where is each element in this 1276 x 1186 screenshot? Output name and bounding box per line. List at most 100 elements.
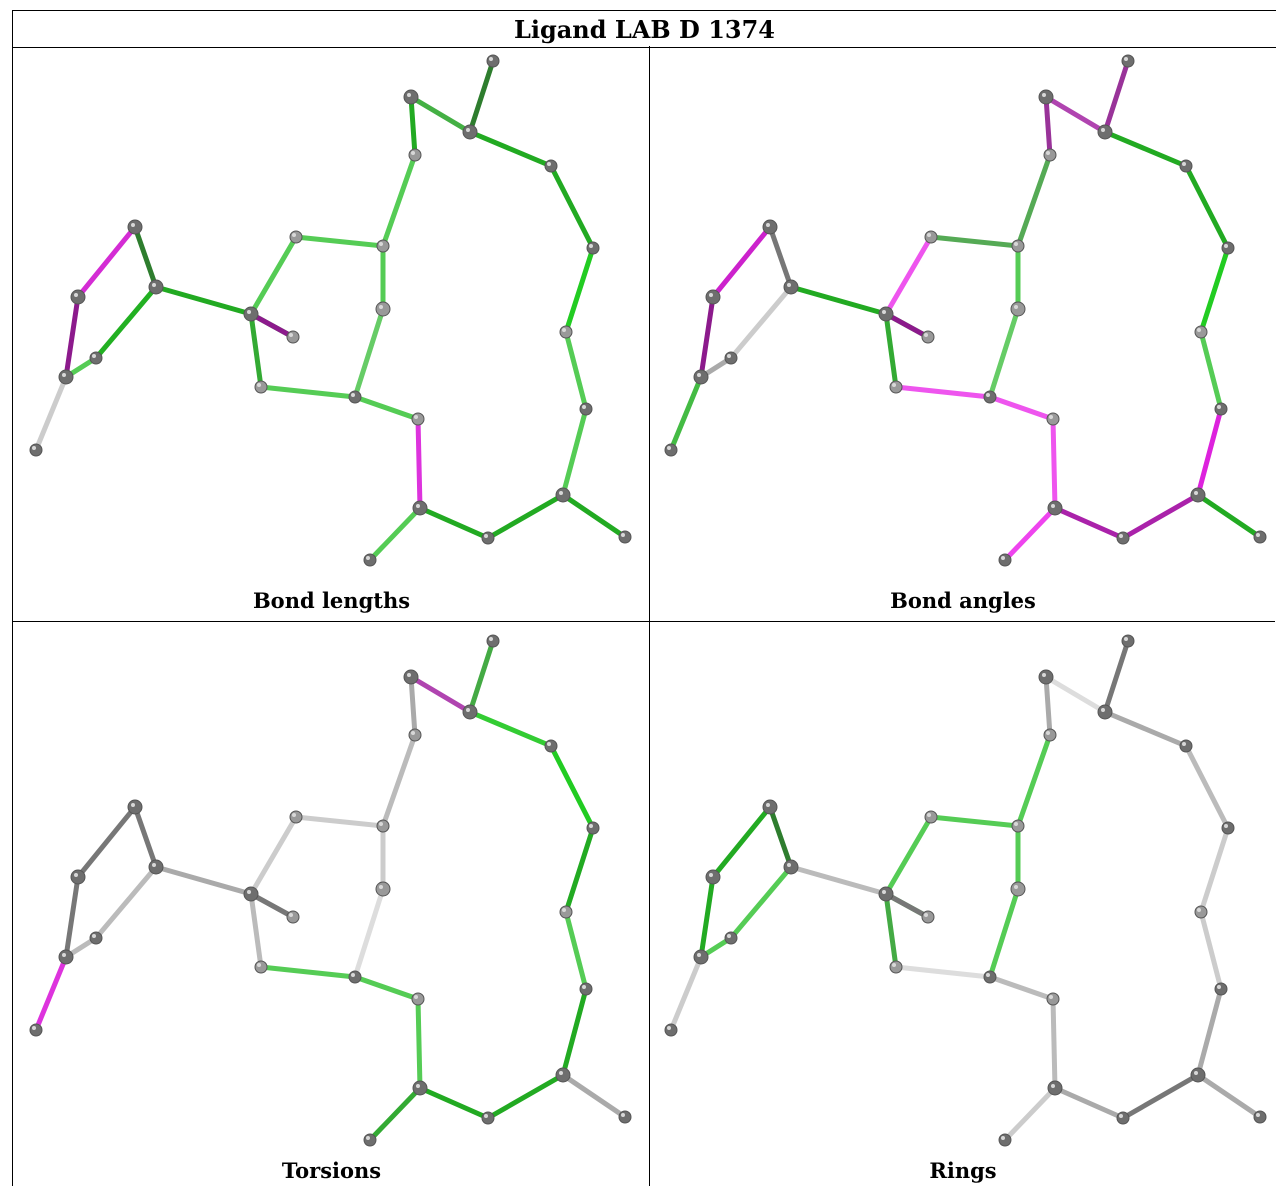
bond-20 [1102, 638, 1131, 715]
atom-26 [998, 1133, 1012, 1147]
bond-7 [248, 234, 299, 317]
bond-29 [560, 492, 628, 540]
atom-25 [481, 531, 495, 545]
atom-highlight-24 [1256, 1113, 1260, 1117]
atom-highlight-11 [882, 890, 886, 894]
bond-6 [33, 954, 69, 1033]
atom-highlight-6 [1014, 242, 1018, 246]
atom-5 [586, 241, 600, 255]
atom-21 [1046, 992, 1060, 1006]
atom-highlight-18 [986, 973, 990, 977]
atom-17 [889, 380, 903, 394]
atom-highlight-23 [1194, 491, 1198, 495]
bond-22 [548, 163, 596, 251]
atom-24 [1253, 1110, 1267, 1124]
atom-highlight-8 [131, 223, 135, 227]
atom-24 [618, 530, 632, 544]
atom-highlight-22 [416, 504, 420, 508]
atom-16 [89, 931, 103, 945]
atom-highlight-7 [292, 233, 296, 237]
atom-highlight-22 [1051, 1084, 1055, 1088]
atom-highlight-5 [1224, 824, 1228, 828]
atom-highlight-13 [1197, 908, 1201, 912]
bond-29 [560, 1072, 628, 1120]
bond-11 [883, 891, 899, 970]
atom-3 [1179, 739, 1193, 753]
atom-22 [412, 500, 428, 516]
atom-16 [89, 351, 103, 365]
atom-highlight-9 [787, 283, 791, 287]
atom-highlight-19 [1217, 985, 1221, 989]
atom-20 [29, 1023, 43, 1037]
panel-torsions: Torsions [13, 622, 649, 1186]
bond-21 [1102, 709, 1189, 749]
atom-15 [693, 369, 709, 385]
atom-17 [254, 960, 268, 974]
bond-15 [258, 384, 358, 400]
atom-highlight-16 [727, 354, 731, 358]
atom-highlight-17 [892, 383, 896, 387]
atom-highlight-7 [927, 813, 931, 817]
atom-highlight-15 [62, 953, 66, 957]
bond-7 [248, 814, 299, 897]
atom-highlight-10 [709, 873, 713, 877]
atom-highlight-1 [407, 673, 411, 677]
atom-highlight-19 [582, 405, 586, 409]
bond-14 [987, 306, 1021, 400]
atom-highlight-4 [411, 151, 415, 155]
bond-17 [1050, 416, 1058, 511]
atom-11 [878, 306, 894, 322]
atom-14 [1010, 881, 1026, 897]
bond-14 [987, 886, 1021, 980]
atom-highlight-3 [547, 162, 551, 166]
bond-17 [415, 996, 423, 1091]
atom-highlight-15 [697, 953, 701, 957]
atom-highlight-24 [1256, 533, 1260, 537]
atom-5 [1221, 821, 1235, 835]
bond-1 [132, 804, 159, 870]
bond-26 [1120, 492, 1201, 541]
atom-25 [1116, 1111, 1130, 1125]
atom-5 [586, 821, 600, 835]
bond-15 [893, 964, 993, 980]
atom-highlight-8 [766, 223, 770, 227]
atom-15 [58, 369, 74, 385]
bond-19 [408, 674, 473, 715]
atom-3 [544, 159, 558, 173]
atom-highlight-19 [1217, 405, 1221, 409]
bond-23 [1198, 825, 1231, 915]
panel-caption: Bond angles [890, 588, 1036, 613]
atom-4 [1043, 148, 1057, 162]
atom-highlight-2 [466, 708, 470, 712]
atom-highlight-16 [92, 934, 96, 938]
atom-9 [148, 279, 164, 295]
bond-28 [1002, 1085, 1058, 1143]
bond-1 [767, 224, 794, 290]
bond-26 [1120, 1072, 1201, 1121]
atom-23 [555, 1067, 571, 1083]
atom-highlight-17 [257, 383, 261, 387]
atom-highlight-21 [414, 415, 418, 419]
atom-highlight-1 [407, 93, 411, 97]
atom-highlight-23 [559, 1071, 563, 1075]
atom-7 [924, 810, 938, 824]
bond-10 [248, 891, 296, 920]
bond-28 [367, 505, 423, 563]
atom-highlight-4 [411, 731, 415, 735]
atom-6 [376, 239, 390, 253]
atom-highlight-2 [466, 128, 470, 132]
bond-20 [467, 638, 496, 715]
atom-10 [705, 869, 721, 885]
atom-20 [664, 443, 678, 457]
bond-24 [1198, 329, 1224, 412]
bond-7 [883, 814, 934, 897]
bond-0 [710, 804, 773, 880]
atom-highlight-4 [1046, 151, 1050, 155]
atom-1 [403, 669, 419, 685]
atom-10 [70, 289, 86, 305]
bond-27 [417, 505, 491, 541]
bond-5 [788, 284, 889, 317]
atom-highlight-21 [414, 995, 418, 999]
atom-22 [1047, 1080, 1063, 1096]
atom-25 [1116, 531, 1130, 545]
